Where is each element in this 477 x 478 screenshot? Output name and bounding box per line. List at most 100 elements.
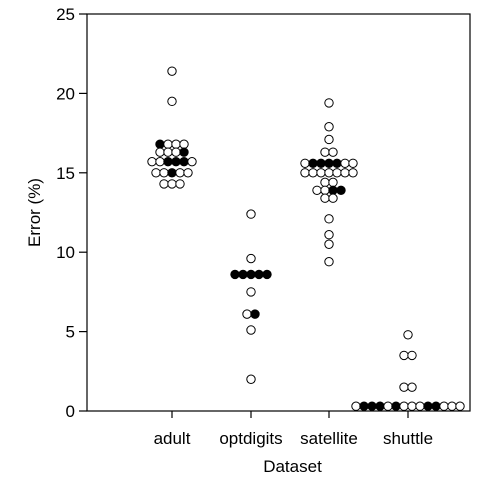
data-point-satellite xyxy=(300,168,310,178)
data-point-satellite xyxy=(332,168,342,178)
data-point-optdigits xyxy=(254,269,264,280)
data-point-shuttle xyxy=(431,401,441,411)
plot-frame xyxy=(86,13,471,412)
x-axis-label: Dataset xyxy=(263,457,322,476)
data-point-optdigits xyxy=(262,269,272,280)
data-point-satellite xyxy=(324,230,334,240)
data-point-satellite xyxy=(324,158,334,168)
data-point-adult xyxy=(179,147,189,157)
data-point-satellite xyxy=(320,147,330,157)
data-point-satellite xyxy=(324,214,334,224)
data-point-adult xyxy=(167,179,177,189)
data-point-satellite xyxy=(328,177,338,188)
y-tick-label: 20 xyxy=(56,84,75,103)
data-point-shuttle xyxy=(391,401,401,411)
data-point-adult xyxy=(163,156,173,167)
data-point-adult xyxy=(183,168,193,178)
data-point-adult xyxy=(151,168,161,178)
data-point-shuttle xyxy=(351,401,361,411)
data-point-satellite xyxy=(332,158,342,168)
data-point-satellite xyxy=(300,158,310,168)
data-point-adult xyxy=(171,139,181,149)
data-point-satellite xyxy=(312,185,322,195)
data-point-adult xyxy=(187,156,197,167)
x-tick-label-optdigits: optdigits xyxy=(219,429,282,448)
data-point-optdigits xyxy=(246,253,256,264)
data-point-satellite xyxy=(324,122,334,132)
data-point-satellite xyxy=(320,177,330,188)
data-point-adult xyxy=(163,147,173,157)
data-point-satellite xyxy=(324,168,334,178)
data-point-satellite xyxy=(328,193,338,203)
data-point-shuttle xyxy=(403,330,413,340)
data-point-satellite xyxy=(320,185,330,195)
x-tick-label-satellite: satellite xyxy=(300,429,358,448)
data-point-adult xyxy=(171,156,181,167)
data-point-shuttle xyxy=(439,401,449,411)
y-tick-label: 0 xyxy=(66,402,75,421)
data-point-shuttle xyxy=(455,401,465,411)
data-point-shuttle xyxy=(407,382,417,392)
data-point-shuttle xyxy=(383,401,393,411)
data-point-shuttle xyxy=(399,401,409,411)
data-point-adult xyxy=(167,168,177,178)
data-point-satellite xyxy=(328,185,338,195)
data-point-satellite xyxy=(316,168,326,178)
data-point-satellite xyxy=(348,158,358,168)
data-point-satellite xyxy=(324,239,334,249)
data-point-satellite xyxy=(336,185,346,195)
data-point-shuttle xyxy=(375,401,385,411)
y-tick-label: 5 xyxy=(66,323,75,342)
data-point-adult xyxy=(155,147,165,157)
data-point-satellite xyxy=(340,158,350,168)
data-point-optdigits xyxy=(246,209,256,219)
data-point-satellite xyxy=(308,168,318,178)
data-point-satellite xyxy=(308,158,318,168)
data-point-adult xyxy=(163,139,173,149)
y-tick-label: 10 xyxy=(56,243,75,262)
data-point-shuttle xyxy=(367,401,377,411)
data-point-shuttle xyxy=(399,382,409,392)
data-point-satellite xyxy=(324,257,334,267)
data-point-adult xyxy=(147,156,157,167)
data-point-optdigits xyxy=(246,325,256,335)
data-point-shuttle xyxy=(359,401,369,411)
data-point-optdigits xyxy=(246,374,256,384)
data-point-satellite xyxy=(316,158,326,168)
y-tick-label: 25 xyxy=(56,5,75,24)
data-point-satellite xyxy=(324,134,334,145)
data-point-adult xyxy=(155,139,165,149)
data-point-adult xyxy=(167,96,177,107)
data-point-adult xyxy=(155,156,165,167)
data-point-shuttle xyxy=(415,401,425,411)
data-point-adult xyxy=(171,147,181,157)
data-point-shuttle xyxy=(447,401,457,411)
y-axis-ticks: 0 5 10 15 20 25 xyxy=(56,5,87,421)
x-tick-label-adult: adult xyxy=(154,429,191,448)
data-point-adult xyxy=(159,179,169,189)
data-point-satellite xyxy=(328,147,338,157)
x-tick-label-shuttle: shuttle xyxy=(383,429,433,448)
data-point-adult xyxy=(167,66,177,76)
data-point-satellite xyxy=(324,98,334,108)
y-tick-label: 15 xyxy=(56,164,75,183)
data-point-adult xyxy=(159,168,169,178)
y-axis-label: Error (%) xyxy=(25,178,44,247)
data-point-satellite xyxy=(348,168,358,178)
data-point-optdigits xyxy=(230,269,240,280)
data-point-optdigits xyxy=(246,269,256,280)
data-point-optdigits xyxy=(250,309,260,319)
data-point-adult xyxy=(175,168,185,178)
data-point-satellite xyxy=(320,193,330,203)
data-point-adult xyxy=(179,139,189,149)
data-point-shuttle xyxy=(407,401,417,411)
data-point-shuttle xyxy=(423,401,433,411)
data-point-satellite xyxy=(340,168,350,178)
data-point-adult xyxy=(175,179,185,189)
data-point-optdigits xyxy=(242,309,252,319)
data-point-shuttle xyxy=(399,350,409,361)
data-point-optdigits xyxy=(238,269,248,280)
data-point-shuttle xyxy=(407,350,417,361)
data-points xyxy=(147,66,465,411)
